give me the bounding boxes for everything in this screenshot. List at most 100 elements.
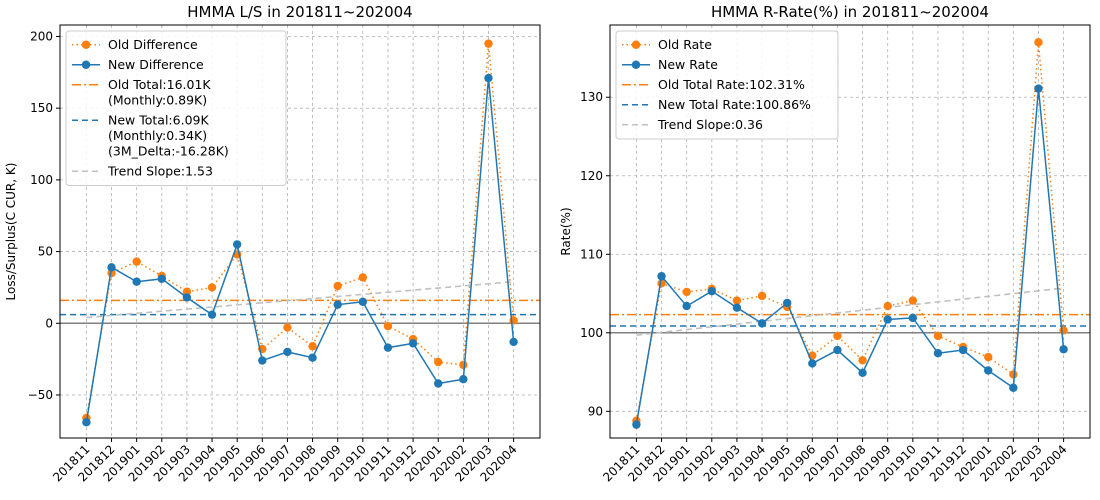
series-line-old [85, 43, 515, 419]
legend-label: New Difference [108, 57, 204, 72]
trend-line [636, 287, 1064, 336]
series-point-new [833, 345, 842, 355]
series-point-new [933, 349, 943, 358]
legend-swatch-marker [631, 40, 641, 49]
series-point-old [883, 301, 892, 311]
series-point-new [107, 263, 116, 272]
y-tick-label: 50 [38, 245, 53, 259]
chart-title: HMMA R-Rate(%) in 201811~202004 [711, 3, 989, 21]
series-point-new [632, 420, 641, 429]
series-point-new [657, 272, 666, 281]
y-tick-label: 110 [580, 247, 603, 261]
series-point-new [707, 286, 716, 296]
legend-label: Old Rate [658, 37, 712, 52]
series-point-old [308, 342, 317, 351]
series-point-new [1009, 383, 1018, 392]
y-axis-label: Loss/Surplus(C CUR, K) [4, 163, 18, 301]
left-chart-panel: −500501001502002018112018122019012019022… [4, 3, 541, 485]
series-point-old [757, 291, 767, 301]
y-tick-label: −50 [28, 388, 53, 402]
trend-line [86, 280, 514, 319]
series-point-old [434, 357, 443, 367]
legend-label: Old Total:16.01K [108, 77, 211, 92]
legend-box [65, 30, 287, 186]
series-point-old [1059, 326, 1068, 335]
series-point-old [732, 296, 742, 305]
chart-title: HMMA L/S in 201811~202004 [187, 3, 412, 21]
series-point-new [808, 359, 817, 368]
y-tick-label: 150 [30, 101, 53, 115]
legend-label: Trend Slope:1.53 [107, 164, 213, 179]
series-point-old [933, 331, 943, 341]
legend: Old Rate New Rate Old Total Rate:102.31% Ne… [615, 30, 839, 140]
y-tick-label: 100 [30, 173, 53, 187]
series-point-new [908, 313, 918, 323]
right-chart-panel: 9010011012013020181120181220190120190220… [559, 3, 1091, 485]
series-point-new [682, 301, 691, 311]
legend-swatch-marker [81, 60, 91, 69]
series-point-new [757, 319, 767, 328]
series-point-new [308, 353, 317, 362]
legend-label: (3M_Delta:-16.28K) [108, 144, 229, 159]
y-tick-label: 0 [45, 316, 53, 330]
series-point-new [157, 274, 166, 284]
y-tick-label: 90 [588, 404, 603, 418]
y-axis-label: Rate(%) [559, 207, 573, 255]
series-point-old [1009, 370, 1018, 379]
y-tick-label: 200 [30, 29, 53, 43]
series-point-old [833, 331, 842, 341]
legend-swatch-marker [631, 60, 641, 69]
series-point-new [258, 356, 267, 365]
legend-label: (Monthly:0.34K) [108, 128, 207, 143]
series-point-old [459, 360, 468, 370]
series-point-new [984, 366, 993, 375]
series-point-new [883, 315, 892, 324]
legend-swatch-marker [81, 40, 91, 49]
series-point-old [484, 39, 493, 48]
series-point-new [484, 73, 493, 83]
series-line-new [635, 88, 1065, 425]
legend-label: New Rate [658, 57, 718, 72]
series-point-old [1034, 38, 1043, 47]
series-point-new [459, 375, 468, 384]
series-point-old [333, 281, 342, 291]
series-point-new [958, 345, 968, 355]
series-point-old [283, 323, 292, 332]
legend-label: (Monthly:0.89K) [108, 93, 207, 108]
series-point-old [358, 273, 368, 282]
axes-frame [59, 24, 541, 439]
series-point-new [1059, 345, 1068, 354]
series-point-new [858, 368, 867, 378]
series-point-old [908, 296, 918, 305]
legend-label: New Total:6.09K [108, 113, 209, 128]
legend-box [615, 30, 839, 140]
series-point-old [207, 283, 217, 292]
series-point-old [858, 356, 867, 365]
series-point-new [358, 297, 368, 306]
series-point-old [132, 257, 141, 266]
series-point-new [82, 418, 91, 427]
series-point-old [984, 352, 993, 362]
series-point-new [283, 347, 292, 357]
legend-label: Old Total Rate:102.31% [658, 77, 805, 92]
series-point-new [232, 240, 242, 249]
series-point-new [383, 343, 393, 352]
series-point-new [509, 337, 518, 347]
series-point-new [132, 277, 141, 286]
legend-label: New Total Rate:100.86% [658, 97, 811, 112]
y-tick-label: 130 [580, 90, 603, 104]
series-point-new [434, 379, 443, 388]
series-point-old [682, 287, 691, 297]
series-point-new [732, 303, 742, 312]
series-point-new [333, 300, 342, 309]
series-point-new [182, 293, 192, 302]
series-point-new [207, 310, 217, 319]
legend-label: Trend Slope:0.36 [657, 117, 763, 132]
axes-frame [609, 24, 1091, 439]
series-point-new [408, 339, 418, 348]
series-point-old [383, 321, 393, 331]
series-line-new [85, 77, 515, 423]
legend-label: Old Difference [108, 37, 198, 52]
